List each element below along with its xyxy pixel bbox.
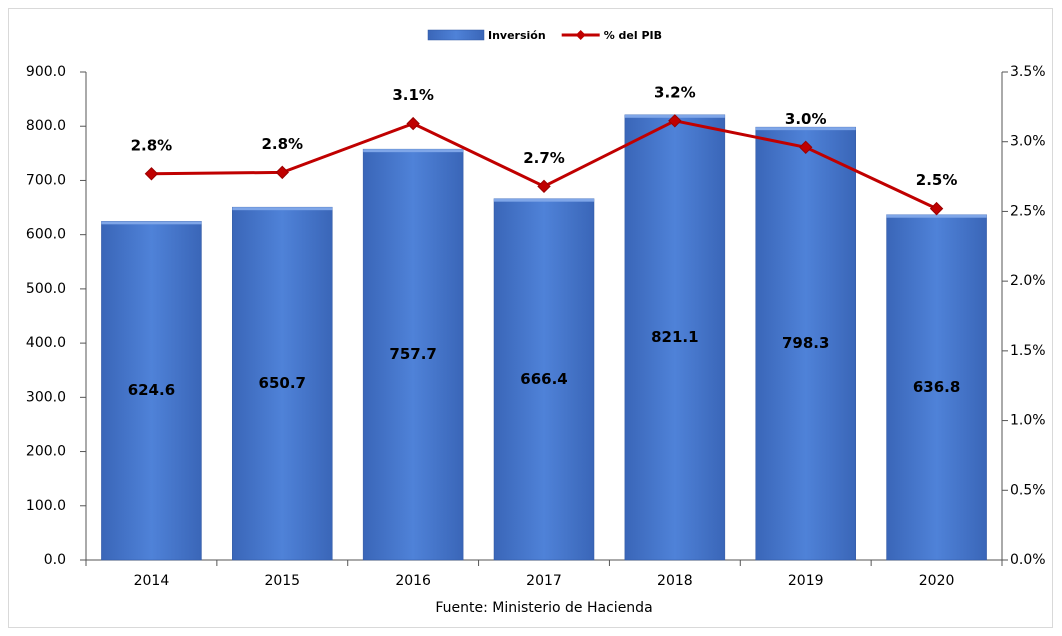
line-value-label: 3.2% bbox=[654, 83, 696, 101]
x-tick-label: 2014 bbox=[134, 573, 170, 589]
y2-tick-label: 3.0% bbox=[1010, 134, 1046, 150]
bar bbox=[755, 126, 856, 561]
bar-top bbox=[363, 149, 464, 153]
y2-tick-label: 2.5% bbox=[1010, 203, 1046, 219]
bar-value-label: 666.4 bbox=[520, 370, 567, 388]
y2-tick-label: 0.5% bbox=[1010, 482, 1046, 498]
line-value-label: 3.0% bbox=[785, 110, 827, 128]
marker bbox=[275, 165, 289, 180]
bar-value-label: 798.3 bbox=[782, 334, 829, 352]
y2-tick-label: 1.5% bbox=[1010, 343, 1046, 359]
bar-value-label: 624.6 bbox=[128, 381, 175, 399]
x-tick-label: 2017 bbox=[526, 573, 562, 589]
y2-tick-label: 2.0% bbox=[1010, 273, 1046, 289]
y2-tick-label: 0.0% bbox=[1010, 552, 1046, 568]
legend-swatch bbox=[427, 29, 485, 41]
y2-tick-label: 1.0% bbox=[1010, 413, 1046, 429]
line-value-label: 2.8% bbox=[131, 136, 173, 154]
marker bbox=[406, 116, 420, 131]
bar bbox=[362, 148, 464, 561]
y-tick-label: 800.0 bbox=[26, 118, 66, 134]
marker bbox=[537, 179, 551, 194]
x-tick-label: 2015 bbox=[264, 573, 300, 589]
bar bbox=[493, 198, 595, 561]
bar-value-label: 821.1 bbox=[651, 328, 698, 346]
y-tick-label: 200.0 bbox=[26, 444, 66, 460]
x-tick-label: 2016 bbox=[395, 573, 431, 589]
line-value-label: 2.5% bbox=[916, 171, 958, 189]
legend-label: Inversión bbox=[488, 29, 546, 42]
bar bbox=[624, 114, 726, 561]
marker bbox=[929, 201, 944, 216]
bar-top bbox=[494, 198, 594, 202]
bar bbox=[886, 214, 987, 561]
source: Fuente: Ministerio de Hacienda bbox=[435, 600, 652, 616]
y-tick-label: 400.0 bbox=[26, 335, 66, 351]
y-tick-label: 300.0 bbox=[26, 389, 66, 405]
bar-value-label: 650.7 bbox=[259, 374, 306, 392]
y-tick-label: 600.0 bbox=[26, 227, 66, 243]
x-tick-label: 2018 bbox=[657, 573, 693, 589]
line-value-label: 2.7% bbox=[523, 149, 565, 167]
y-tick-label: 100.0 bbox=[26, 498, 66, 514]
bar-top bbox=[755, 127, 856, 131]
bar-value-label: 757.7 bbox=[389, 345, 436, 363]
y-tick-label: 900.0 bbox=[26, 64, 66, 80]
line-value-label: 2.8% bbox=[261, 135, 303, 153]
x-tick-label: 2019 bbox=[788, 573, 824, 589]
marker bbox=[144, 167, 159, 181]
bar-top bbox=[101, 221, 202, 225]
marker bbox=[668, 114, 682, 128]
bar-value-label: 636.8 bbox=[913, 378, 960, 396]
line-value-label: 3.1% bbox=[392, 86, 434, 104]
marker bbox=[799, 140, 813, 154]
y-tick-label: 0.0 bbox=[44, 552, 66, 568]
legend-label: % del PIB bbox=[604, 29, 662, 42]
y-tick-label: 700.0 bbox=[26, 172, 66, 188]
legend-marker bbox=[575, 30, 586, 40]
y2-tick-label: 3.5% bbox=[1010, 64, 1046, 80]
x-tick-label: 2020 bbox=[919, 573, 955, 589]
bar bbox=[232, 206, 333, 561]
bar bbox=[101, 221, 202, 561]
bar-top bbox=[886, 214, 987, 218]
y-tick-label: 500.0 bbox=[26, 281, 66, 297]
bar-top bbox=[232, 207, 333, 211]
